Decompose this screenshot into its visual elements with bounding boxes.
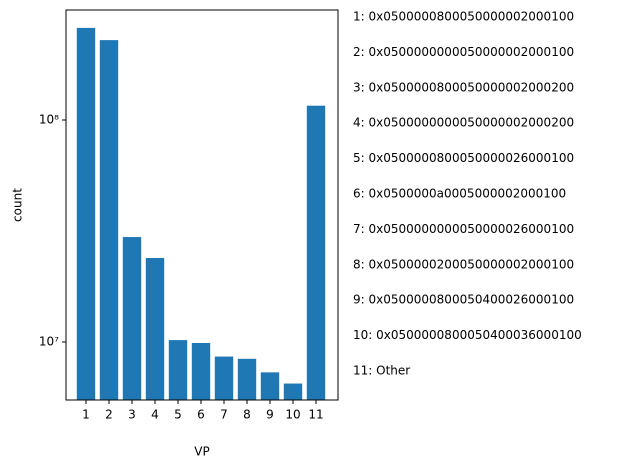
x-tick-label: 11 [308,408,323,422]
plot-frame [65,9,339,401]
x-tick-label: 8 [243,408,251,422]
annotation: 4: 0x0500000000050000002000200 [353,116,574,130]
bar [306,105,326,400]
annotation: 10: 0x0500000800050400036000100 [353,328,582,342]
x-tick-label: 6 [197,408,205,422]
x-tick-label: 4 [151,408,159,422]
annotation: 11: Other [353,364,410,378]
y-tick-label: 10⁷ [39,335,59,349]
bar [260,372,280,400]
x-tick-label: 9 [266,408,274,422]
annotation: 5: 0x0500000800050000026000100 [353,151,574,165]
x-tick-label: 1 [82,408,90,422]
x-tick-label: 10 [285,408,300,422]
bar [168,340,188,400]
annotation: 6: 0x0500000a0005000002000100 [353,187,566,201]
bar [191,342,211,400]
x-tick-label: 2 [105,408,113,422]
bar [214,356,234,400]
annotation: 3: 0x0500000800050000002000200 [353,80,574,94]
annotation: 2: 0x0500000000050000002000100 [353,45,574,59]
annotation: 7: 0x0500000000050000026000100 [353,222,574,236]
y-axis-label: count [11,188,25,222]
bar [145,258,165,400]
x-tick-label: 7 [220,408,228,422]
x-axis-label: VP [194,445,209,459]
annotation: 9: 0x0500000800050400026000100 [353,293,574,307]
x-tick-label: 3 [128,408,136,422]
x-tick-label: 5 [174,408,182,422]
y-tick-label: 10⁸ [39,113,59,127]
bar [283,383,303,400]
annotation: 1: 0x0500000800050000002000100 [353,10,574,24]
annotation: 8: 0x0500000200050000002000100 [353,257,574,271]
bar [237,358,257,400]
bar [76,27,96,400]
bar [122,237,142,400]
bar [99,40,119,400]
